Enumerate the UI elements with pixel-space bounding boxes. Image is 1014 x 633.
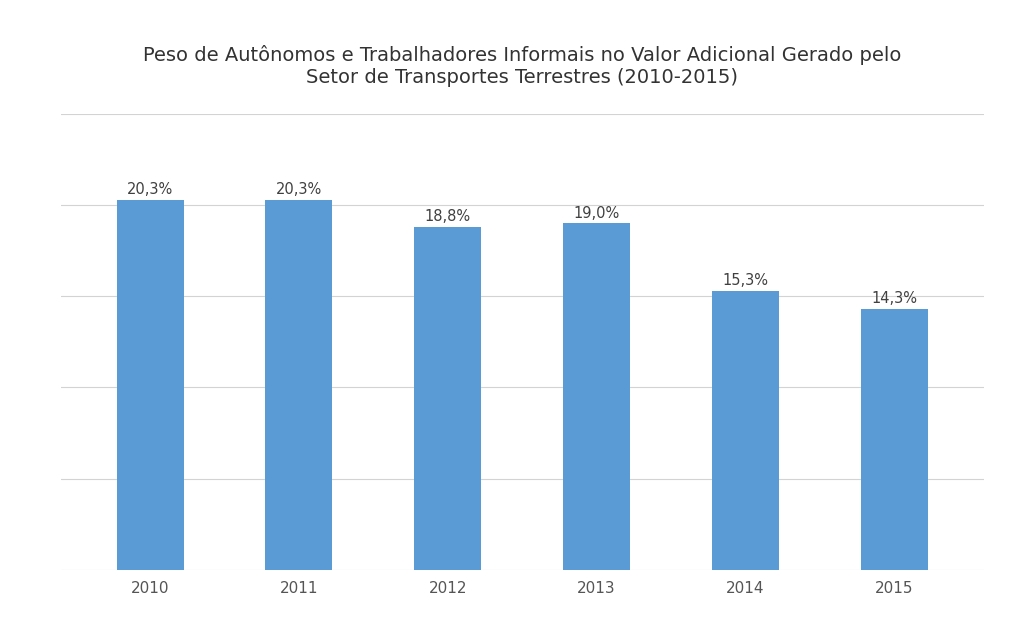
- Text: 19,0%: 19,0%: [574, 206, 620, 220]
- Text: 20,3%: 20,3%: [276, 182, 322, 197]
- Text: 20,3%: 20,3%: [127, 182, 173, 197]
- Title: Peso de Autônomos e Trabalhadores Informais no Valor Adicional Gerado pelo
Setor: Peso de Autônomos e Trabalhadores Inform…: [143, 46, 901, 87]
- Text: 18,8%: 18,8%: [425, 210, 470, 224]
- Bar: [266, 199, 333, 570]
- Bar: [415, 227, 482, 570]
- Bar: [117, 199, 184, 570]
- Bar: [563, 223, 630, 570]
- Text: 15,3%: 15,3%: [722, 273, 769, 288]
- Bar: [861, 309, 928, 570]
- Text: 14,3%: 14,3%: [871, 291, 918, 306]
- Bar: [712, 291, 779, 570]
